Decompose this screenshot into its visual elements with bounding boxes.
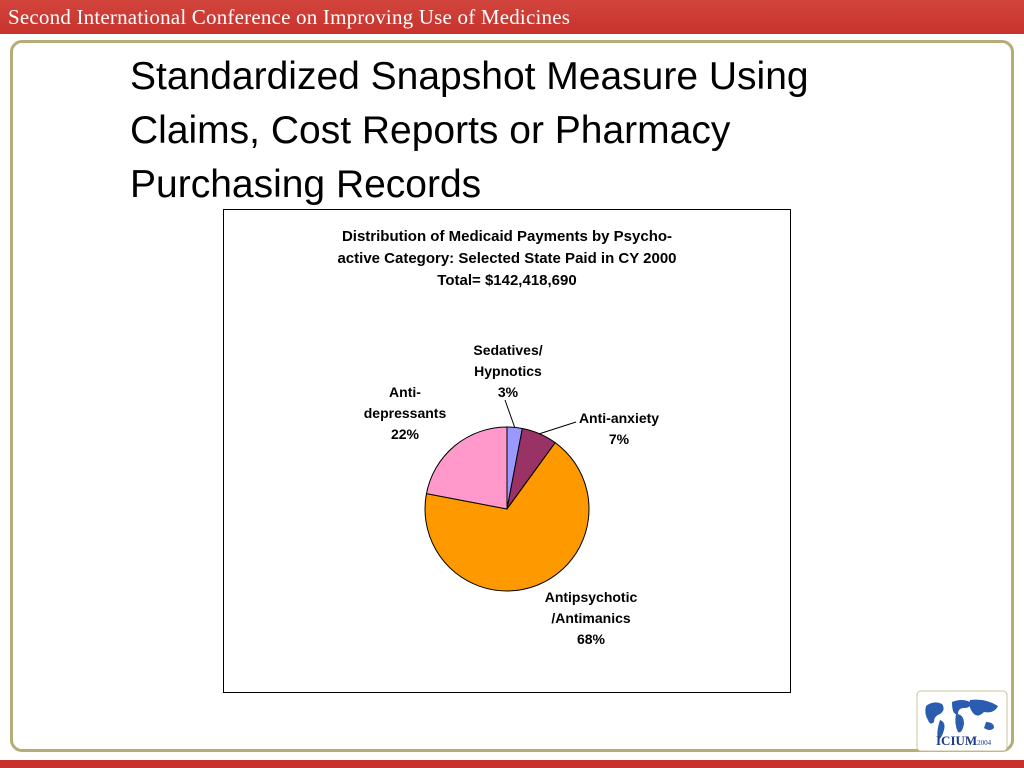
chart-title-line-3: Total= $142,418,690 bbox=[437, 272, 577, 289]
slice-value-antidepressants: 22% bbox=[390, 426, 420, 442]
pie-slice-antidepressants bbox=[425, 426, 508, 510]
slice-label-anti-anxiety: Anti-anxiety 7% bbox=[564, 408, 674, 450]
slide-title-line-2: Claims, Cost Reports or Pharmacy bbox=[130, 109, 731, 152]
slice-label-antipsychotic: Antipsychotic /Antimanics 68% bbox=[526, 587, 656, 650]
slice-name-antipsychotic-1: Antipsychotic bbox=[544, 589, 638, 605]
banner-text: Second International Conference on Impro… bbox=[8, 5, 571, 29]
pie-chart: Distribution of Medicaid Payments by Psy… bbox=[223, 209, 791, 693]
slice-value-sedatives: 3% bbox=[497, 384, 519, 400]
slice-value-antipsychotic: 68% bbox=[576, 631, 606, 647]
slice-name-antidepressants-2: depressants bbox=[363, 405, 447, 421]
pie-slice-antipsychotic bbox=[424, 441, 590, 592]
slice-name-antidepressants-1: Anti- bbox=[389, 384, 421, 400]
globe-map-icon bbox=[916, 690, 1008, 752]
slice-value-anti-anxiety: 7% bbox=[608, 431, 630, 447]
slice-name-sedatives-1: Sedatives/ bbox=[473, 342, 543, 358]
chart-title-line-2: active Category: Selected State Paid in … bbox=[337, 250, 677, 267]
logo-year: 2004 bbox=[977, 739, 992, 747]
logo-text: ICIUM2004 bbox=[936, 733, 991, 749]
slice-name-antipsychotic-2: /Antimanics bbox=[551, 610, 631, 626]
chart-title-line-1: Distribution of Medicaid Payments by Psy… bbox=[341, 228, 673, 245]
slice-label-antidepressants: Anti- depressants 22% bbox=[348, 382, 462, 445]
slice-name-sedatives-2: Hypnotics bbox=[474, 363, 542, 379]
pie-svg bbox=[424, 399, 590, 592]
slide-title-line-1: Standardized Snapshot Measure Using bbox=[130, 55, 809, 98]
conference-banner: Second International Conference on Impro… bbox=[0, 0, 1024, 34]
leader-line-sedatives bbox=[504, 399, 516, 428]
bottom-bar bbox=[0, 760, 1024, 768]
logo-name: ICIUM bbox=[936, 733, 978, 748]
chart-title: Distribution of Medicaid Payments by Psy… bbox=[224, 226, 790, 292]
slide-title-line-3: Purchasing Records bbox=[130, 163, 482, 206]
slice-label-sedatives: Sedatives/ Hypnotics 3% bbox=[456, 340, 560, 403]
leader-line-anti-anxiety bbox=[539, 421, 577, 435]
slice-name-anti-anxiety: Anti-anxiety bbox=[578, 410, 660, 426]
slide-title: Standardized Snapshot Measure Using Clai… bbox=[130, 50, 990, 212]
